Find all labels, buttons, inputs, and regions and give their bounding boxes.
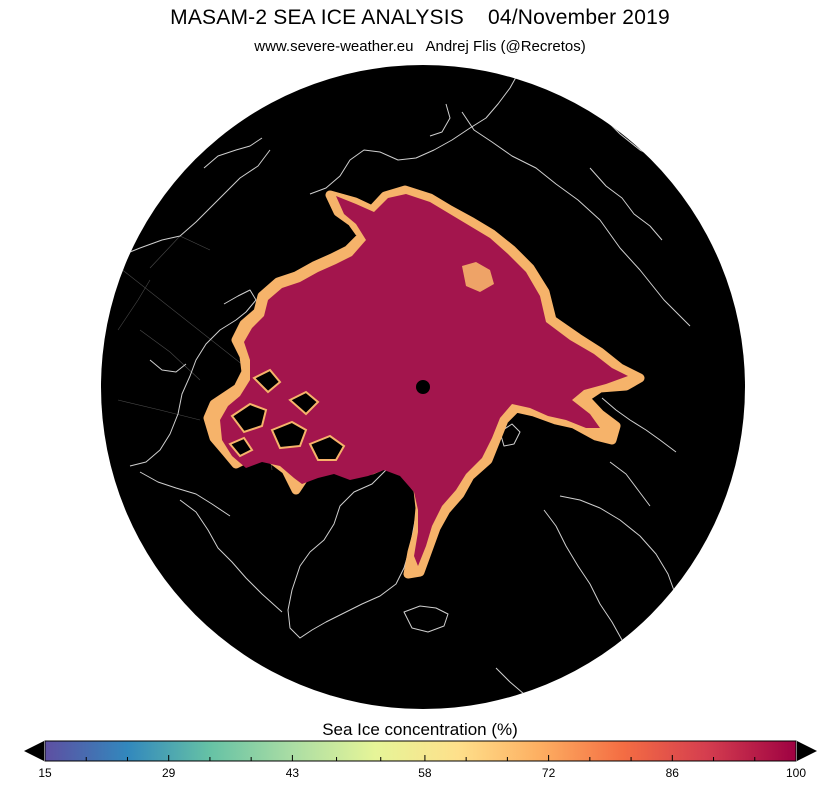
north-pole-marker: [416, 380, 430, 394]
colorbar-min-arrow: [24, 741, 44, 761]
colorbar-tick-marks: [44, 755, 797, 761]
colorbar-tick-label: 86: [665, 766, 679, 780]
map-title: MASAM-2 SEA ICE ANALYSIS 04/November 2019: [0, 6, 840, 30]
colorbar-tick-label: 72: [541, 766, 556, 780]
title-text: MASAM-2 SEA ICE ANALYSIS: [170, 6, 465, 29]
analysis-date: 04/November 2019: [488, 6, 670, 29]
colorbar-tick-label: 58: [418, 766, 432, 780]
credit-line: www.severe-weather.eu Andrej Flis (@Recre…: [0, 38, 840, 55]
website-label: www.severe-weather.eu: [254, 38, 414, 55]
header: MASAM-2 SEA ICE ANALYSIS 04/November 2019…: [0, 0, 840, 64]
colorbar-max-arrow: [797, 741, 817, 761]
colorbar-tick-label: 29: [162, 766, 176, 780]
colorbar: [24, 740, 817, 762]
colorbar-tick-label: 100: [785, 766, 807, 780]
legend-title: Sea Ice concentration (%): [322, 720, 518, 739]
sea-ice-low-patch: [462, 262, 494, 292]
colorbar-tick-label: 43: [285, 766, 300, 780]
archipelago-islands: [228, 368, 346, 461]
arctic-polar-map: [101, 65, 745, 709]
colorbar-gradient: [44, 740, 797, 762]
author-label: Andrej Flis (@Recretos): [425, 38, 586, 55]
sea-ice-core: [220, 194, 628, 566]
colorbar-tick-label: 15: [38, 766, 52, 780]
